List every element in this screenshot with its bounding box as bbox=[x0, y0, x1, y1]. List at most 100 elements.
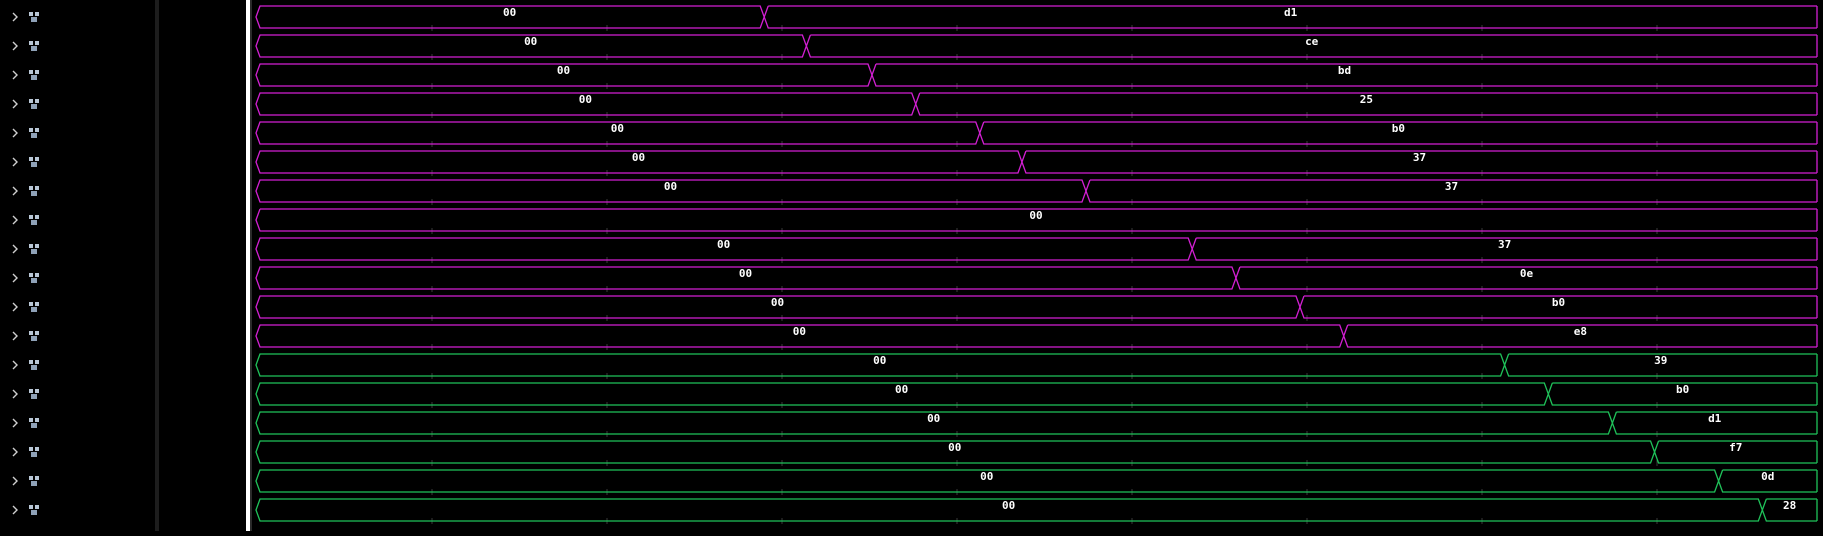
waveform-row[interactable]: 00 b0 bbox=[255, 382, 1818, 408]
waveform-row[interactable]: 00 d1 bbox=[255, 411, 1818, 437]
signal-row[interactable] bbox=[0, 234, 155, 263]
bus-segment[interactable] bbox=[1761, 498, 1818, 522]
signal-row[interactable] bbox=[0, 176, 155, 205]
bus-segment[interactable] bbox=[255, 440, 1656, 464]
signal-row[interactable] bbox=[0, 60, 155, 89]
bus-segment[interactable] bbox=[255, 353, 1506, 377]
waveform-row[interactable]: 00 25 bbox=[255, 92, 1818, 118]
waveform-row[interactable]: 00 bd bbox=[255, 63, 1818, 89]
bus-segment[interactable] bbox=[763, 5, 1818, 29]
waveform-row[interactable]: 00 bbox=[255, 208, 1818, 234]
waveform-row[interactable]: 00 b0 bbox=[255, 121, 1818, 147]
waveform-panel[interactable]: 00 d1 00 ce 00 bd 00 25 00 b0 00 37 00 37 00 00 37 00 0e 00… bbox=[250, 0, 1823, 531]
signal-row[interactable] bbox=[0, 118, 155, 147]
signal-row[interactable] bbox=[0, 466, 155, 495]
waveform-row[interactable]: 00 28 bbox=[255, 498, 1818, 524]
signal-row[interactable] bbox=[0, 437, 155, 466]
bus-signal-icon bbox=[28, 184, 44, 198]
waveform-row[interactable]: 00 0e bbox=[255, 266, 1818, 292]
waveform-row[interactable]: 00 e8 bbox=[255, 324, 1818, 350]
chevron-right-icon[interactable] bbox=[8, 157, 22, 167]
bus-segment[interactable] bbox=[255, 208, 1818, 232]
segment-value-label: 00 bbox=[664, 180, 677, 193]
bus-segment[interactable] bbox=[1191, 237, 1818, 261]
bus-segment[interactable] bbox=[979, 121, 1818, 145]
chevron-right-icon[interactable] bbox=[8, 70, 22, 80]
signal-row[interactable] bbox=[0, 205, 155, 234]
signal-row[interactable] bbox=[0, 31, 155, 60]
chevron-right-icon[interactable] bbox=[8, 360, 22, 370]
bus-segment[interactable] bbox=[1717, 469, 1818, 493]
chevron-right-icon[interactable] bbox=[8, 418, 22, 428]
bus-segment[interactable] bbox=[1299, 295, 1818, 319]
signal-row[interactable] bbox=[0, 147, 155, 176]
waveform-row[interactable]: 00 ce bbox=[255, 34, 1818, 60]
bus-segment[interactable] bbox=[1085, 179, 1818, 203]
chevron-right-icon[interactable] bbox=[8, 215, 22, 225]
bus-segment[interactable] bbox=[1547, 382, 1818, 406]
bus-segment[interactable] bbox=[255, 237, 1193, 261]
segment-value-label: 00 bbox=[579, 93, 592, 106]
bus-segment[interactable] bbox=[255, 92, 917, 116]
chevron-right-icon[interactable] bbox=[8, 12, 22, 22]
bus-segment[interactable] bbox=[255, 295, 1301, 319]
chevron-right-icon[interactable] bbox=[8, 244, 22, 254]
chevron-right-icon[interactable] bbox=[8, 273, 22, 283]
segment-value-label: 00 bbox=[771, 296, 784, 309]
bus-segment[interactable] bbox=[255, 324, 1345, 348]
chevron-right-icon[interactable] bbox=[8, 41, 22, 51]
bus-segment[interactable] bbox=[1503, 353, 1818, 377]
panel-divider[interactable] bbox=[155, 0, 159, 531]
bus-segment[interactable] bbox=[255, 179, 1087, 203]
bus-segment[interactable] bbox=[255, 121, 981, 145]
bus-segment[interactable] bbox=[1021, 150, 1818, 174]
chevron-right-icon[interactable] bbox=[8, 302, 22, 312]
bus-segment[interactable] bbox=[255, 498, 1764, 522]
chevron-right-icon[interactable] bbox=[8, 99, 22, 109]
waveform-row[interactable]: 00 37 bbox=[255, 179, 1818, 205]
chevron-right-icon[interactable] bbox=[8, 476, 22, 486]
bus-segment[interactable] bbox=[255, 266, 1237, 290]
waveform-row[interactable]: 00 f7 bbox=[255, 440, 1818, 466]
bus-segment[interactable] bbox=[1611, 411, 1818, 435]
chevron-right-icon[interactable] bbox=[8, 389, 22, 399]
signal-row[interactable] bbox=[0, 321, 155, 350]
bus-segment[interactable] bbox=[915, 92, 1818, 116]
signal-row[interactable] bbox=[0, 350, 155, 379]
bus-segment[interactable] bbox=[255, 382, 1550, 406]
signal-row[interactable] bbox=[0, 495, 155, 524]
waveform-row[interactable]: 00 39 bbox=[255, 353, 1818, 379]
chevron-right-icon[interactable] bbox=[8, 186, 22, 196]
waveform-divider[interactable] bbox=[246, 0, 250, 531]
signal-row[interactable] bbox=[0, 379, 155, 408]
bus-segment[interactable] bbox=[255, 469, 1720, 493]
chevron-right-icon[interactable] bbox=[8, 331, 22, 341]
waveform-row[interactable]: 00 37 bbox=[255, 237, 1818, 263]
signal-row[interactable] bbox=[0, 2, 155, 31]
bus-segment[interactable] bbox=[871, 63, 1818, 87]
waveform-row[interactable]: 00 d1 bbox=[255, 5, 1818, 31]
bus-segment[interactable] bbox=[255, 34, 808, 58]
bus-segment[interactable] bbox=[255, 5, 765, 29]
signal-value-panel bbox=[159, 0, 246, 531]
chevron-right-icon[interactable] bbox=[8, 447, 22, 457]
signal-value-row bbox=[159, 263, 246, 292]
bus-segment[interactable] bbox=[255, 411, 1614, 435]
signal-row[interactable] bbox=[0, 292, 155, 321]
bus-segment[interactable] bbox=[1235, 266, 1818, 290]
bus-segment[interactable] bbox=[1653, 440, 1818, 464]
waveform-row[interactable]: 00 0d bbox=[255, 469, 1818, 495]
signal-row[interactable] bbox=[0, 89, 155, 118]
bus-signal-icon bbox=[28, 10, 44, 24]
signal-row[interactable] bbox=[0, 408, 155, 437]
waveform-row[interactable]: 00 37 bbox=[255, 150, 1818, 176]
bus-segment[interactable] bbox=[255, 63, 873, 87]
chevron-right-icon[interactable] bbox=[8, 505, 22, 515]
signal-row[interactable] bbox=[0, 263, 155, 292]
bus-segment[interactable] bbox=[805, 34, 1818, 58]
bus-segment[interactable] bbox=[255, 150, 1023, 174]
chevron-right-icon[interactable] bbox=[8, 128, 22, 138]
waveform-row[interactable]: 00 b0 bbox=[255, 295, 1818, 321]
bus-segment[interactable] bbox=[1343, 324, 1818, 348]
